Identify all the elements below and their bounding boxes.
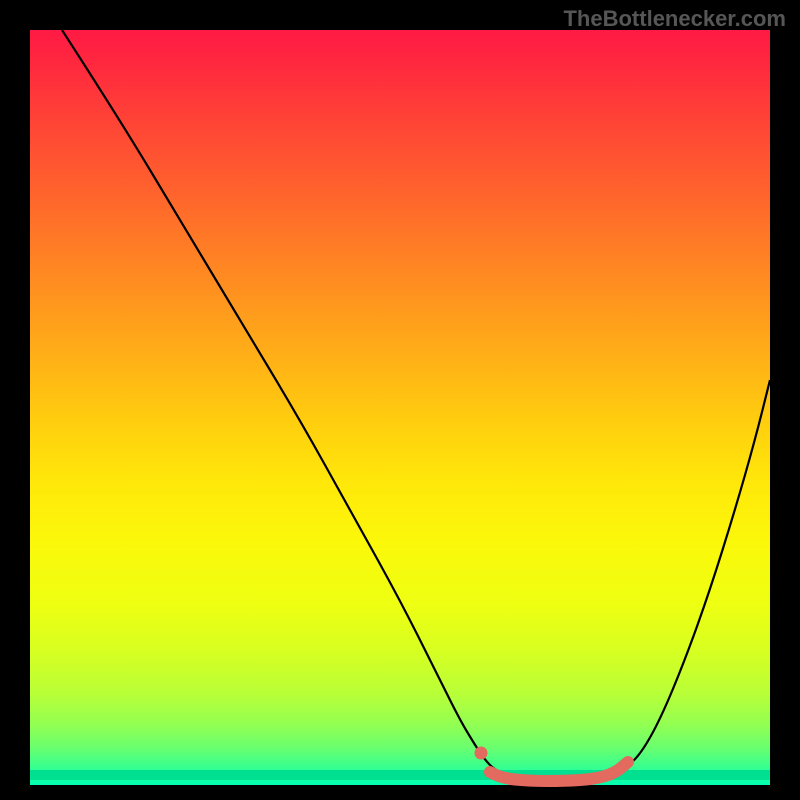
chart-container: TheBottlenecker.com xyxy=(0,0,800,800)
chart-svg xyxy=(0,0,800,800)
watermark-text: TheBottlenecker.com xyxy=(563,6,786,32)
optimal-point-marker xyxy=(475,747,488,760)
plot-background xyxy=(30,30,770,785)
bottom-green-band xyxy=(30,770,770,780)
